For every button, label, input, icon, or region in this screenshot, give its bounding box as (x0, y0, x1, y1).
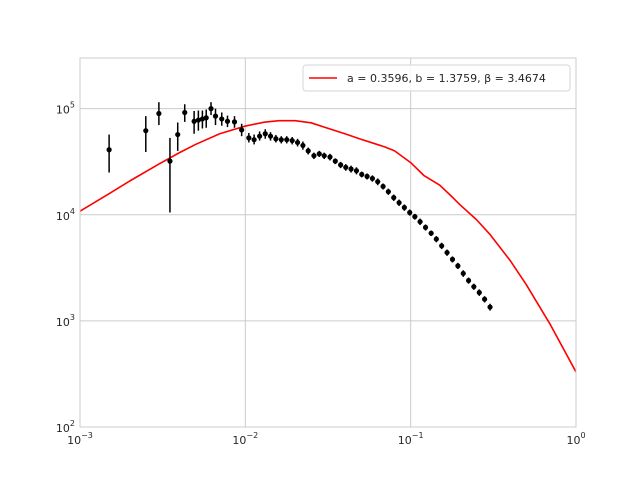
x-tick-label-base: 10 (232, 434, 246, 447)
data-point (476, 289, 482, 296)
data-point (481, 296, 488, 302)
data-point (143, 128, 149, 134)
data-point (316, 151, 322, 157)
data-point (460, 270, 466, 277)
data-point (465, 277, 472, 284)
data-point (278, 137, 284, 143)
data-point (257, 133, 263, 139)
data-point (487, 304, 493, 310)
data-points-layer (106, 106, 493, 310)
x-tick-label-exponent: 0 (580, 431, 585, 440)
data-point (224, 118, 231, 124)
plot-area (80, 58, 576, 427)
data-point (353, 168, 360, 174)
data-point (369, 175, 376, 182)
data-point (273, 136, 279, 142)
data-point (284, 137, 290, 143)
y-tick-label-exponent: 4 (70, 207, 75, 216)
x-tick-label-base: 10 (67, 434, 81, 447)
data-point (267, 133, 274, 139)
data-point (208, 106, 214, 112)
x-tick-label-base: 10 (398, 434, 412, 447)
y-tick-label-exponent: 3 (70, 313, 75, 322)
data-point (191, 118, 197, 124)
y-tick-label-base: 10 (56, 316, 70, 329)
data-point (195, 117, 201, 123)
y-tick-label: 102 (56, 419, 75, 435)
data-point (412, 214, 418, 220)
data-point (156, 110, 162, 117)
data-point (380, 183, 386, 190)
data-point (231, 119, 238, 125)
data-point (294, 139, 301, 146)
data-point (311, 153, 317, 159)
x-axis-ticks: 10−3 10−2 10−1 100 (67, 431, 585, 447)
legend-label: a = 0.3596, b = 1.3759, β = 3.4674 (347, 72, 546, 85)
data-point (422, 224, 429, 231)
data-point (385, 189, 391, 195)
data-point (182, 109, 188, 116)
data-point (417, 219, 423, 225)
data-point (407, 209, 413, 216)
data-point (449, 256, 456, 262)
data-point (305, 148, 311, 154)
data-point (327, 154, 333, 160)
data-point (289, 137, 295, 144)
y-tick-label: 105 (56, 101, 75, 117)
data-point (471, 284, 477, 290)
data-point (396, 200, 402, 206)
data-point (401, 204, 407, 211)
y-tick-label-exponent: 5 (70, 101, 75, 110)
data-point (348, 166, 354, 172)
data-point (359, 171, 365, 178)
data-point (239, 127, 245, 133)
data-point (246, 135, 252, 141)
data-point (300, 142, 306, 149)
y-tick-label-base: 10 (56, 104, 70, 117)
data-point (106, 147, 112, 153)
x-tick-label-exponent: −2 (246, 431, 258, 440)
data-point (439, 243, 445, 249)
data-point (321, 153, 327, 159)
data-point (375, 179, 381, 185)
fit-curve-layer (80, 119, 576, 373)
data-point (251, 137, 257, 143)
data-point (338, 162, 344, 168)
data-point (203, 115, 209, 121)
x-tick-label-base: 10 (566, 434, 580, 447)
plot-frame (79, 57, 577, 428)
legend: a = 0.3596, b = 1.3759, β = 3.4674 (302, 64, 571, 92)
y-tick-label-base: 10 (56, 422, 70, 435)
y-tick-label-exponent: 2 (70, 419, 75, 428)
x-tick-label: 10−1 (398, 431, 424, 447)
y-tick-label: 104 (56, 207, 75, 223)
x-tick-label-exponent: −3 (81, 431, 93, 440)
data-point (332, 158, 338, 164)
data-point (219, 116, 225, 122)
x-tick-label: 100 (566, 431, 585, 447)
data-point (262, 131, 268, 137)
data-point (343, 164, 349, 170)
data-point (433, 236, 439, 242)
x-tick-label: 10−2 (232, 431, 258, 447)
x-tick-label: 10−3 (67, 431, 93, 447)
data-point (364, 173, 370, 179)
data-point (212, 113, 219, 119)
data-point (167, 158, 173, 164)
data-point (444, 249, 450, 256)
data-point (391, 195, 397, 201)
data-point (428, 230, 434, 236)
y-tick-label-base: 10 (56, 210, 70, 223)
data-point (455, 263, 461, 269)
fit-curve-line (80, 119, 576, 373)
data-point (175, 131, 181, 138)
x-tick-label-exponent: −1 (412, 431, 424, 440)
legend-box (302, 64, 571, 92)
y-tick-label: 103 (56, 313, 75, 329)
